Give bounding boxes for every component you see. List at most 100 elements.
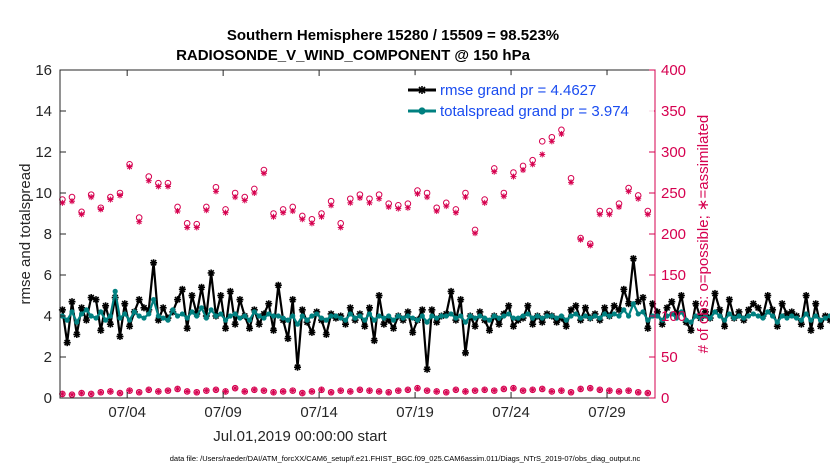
y-left-tick-label: 2 <box>44 349 52 366</box>
totalspread-point <box>621 307 627 313</box>
totalspread-point <box>424 319 430 325</box>
totalspread-point <box>721 317 728 323</box>
totalspread-point <box>434 315 440 321</box>
obs-assimilated-marker-low <box>260 387 267 394</box>
totalspread-point <box>438 313 445 319</box>
totalspread-point <box>69 309 75 315</box>
y-left-tick-label: 8 <box>44 226 52 243</box>
totalspread-point <box>482 315 488 321</box>
totalspread-point <box>189 309 195 315</box>
rmse-point <box>677 292 685 299</box>
totalspread-point <box>774 319 780 325</box>
obs-assimilated-marker <box>587 242 594 249</box>
rmse-point <box>121 300 129 308</box>
totalspread-point <box>333 313 339 319</box>
totalspread-point <box>357 313 363 319</box>
y-left-tick-label: 14 <box>35 103 52 120</box>
totalspread-point <box>294 321 301 327</box>
totalspread-point <box>515 315 521 321</box>
totalspread-point <box>304 317 310 323</box>
totalspread-point <box>563 317 569 323</box>
totalspread-point <box>822 315 828 321</box>
rmse-point <box>322 330 330 338</box>
obs-assimilated-marker-low <box>625 387 632 394</box>
y-left-tick-label: 0 <box>44 390 52 407</box>
totalspread-point <box>506 311 512 317</box>
totalspread-point <box>328 313 334 319</box>
obs-assimilated-marker <box>184 224 191 231</box>
y-right-tick-label: 100 <box>661 308 686 325</box>
obs-assimilated-marker-low <box>174 385 181 392</box>
rmse-point <box>485 326 493 334</box>
totalspread-point <box>338 315 344 321</box>
totalspread-point <box>525 311 531 317</box>
obs-assimilated-marker <box>433 208 440 215</box>
obs-assimilated-marker <box>404 204 411 211</box>
totalspread-point <box>611 311 617 317</box>
rmse-point <box>346 304 354 312</box>
rmse-point <box>610 302 618 310</box>
totalspread-point <box>453 315 459 321</box>
y-right-tick-label: 400 <box>661 62 686 79</box>
totalspread-point <box>673 315 680 321</box>
totalspread-point <box>693 313 699 319</box>
totalspread-point <box>395 313 401 319</box>
totalspread-point <box>179 311 185 317</box>
rmse-point <box>773 322 781 330</box>
obs-assimilated-marker <box>635 195 642 202</box>
rmse-point <box>754 304 762 312</box>
legend-label-totalspread: totalspread grand pr = 3.974 <box>440 103 629 120</box>
totalspread-point <box>587 315 593 321</box>
rmse-point <box>725 296 733 304</box>
x-tick-label: 07/14 <box>300 404 338 421</box>
rmse-point <box>274 281 282 289</box>
rmse-point <box>236 296 244 304</box>
totalspread-point <box>745 313 752 319</box>
totalspread-point <box>213 313 219 319</box>
totalspread-point <box>645 317 651 323</box>
totalspread-point <box>136 313 142 319</box>
totalspread-point <box>208 307 214 313</box>
rmse-point <box>769 306 777 314</box>
rmse-point <box>255 320 263 328</box>
obs-assimilated-marker <box>136 218 143 225</box>
obs-assimilated-marker <box>97 206 104 213</box>
totalspread-point <box>501 313 507 319</box>
x-tick-label: 07/04 <box>108 404 146 421</box>
rmse-point <box>178 285 186 293</box>
totalspread-point <box>419 313 425 319</box>
obs-assimilated-marker-low <box>472 387 479 394</box>
totalspread-point <box>726 311 732 317</box>
obs-assimilated-marker-low <box>88 390 95 397</box>
totalspread-point <box>477 313 483 319</box>
rmse-point <box>222 324 230 332</box>
obs-assimilated-marker <box>481 199 488 206</box>
totalspread-point <box>280 315 286 321</box>
totalspread-point <box>146 311 152 317</box>
totalspread-point <box>443 313 449 319</box>
obs-assimilated-marker <box>260 170 267 177</box>
rmse-point <box>529 320 537 328</box>
totalspread-point <box>78 311 85 317</box>
obs-assimilated-marker-low <box>596 386 603 393</box>
obs-assimilated-marker-low <box>318 386 325 393</box>
totalspread-point <box>592 313 598 319</box>
rmse-point <box>380 320 388 328</box>
rmse-point <box>361 322 369 330</box>
rmse-point <box>389 324 397 332</box>
rmse-point <box>447 287 455 295</box>
totalspread-point <box>630 301 637 307</box>
rmse-point <box>106 320 114 328</box>
totalspread-point <box>376 313 382 319</box>
rmse-point <box>538 318 546 326</box>
rmse-point <box>457 296 465 304</box>
totalspread-point <box>400 315 406 321</box>
totalspread-point <box>803 311 809 317</box>
obs-assimilated-marker-low <box>308 388 315 395</box>
totalspread-point <box>602 311 608 317</box>
rmse-point <box>246 324 254 332</box>
totalspread-point <box>122 311 128 317</box>
obs-assimilated-marker-low <box>414 385 421 392</box>
totalspread-point <box>616 313 622 319</box>
totalspread-point <box>117 315 123 321</box>
